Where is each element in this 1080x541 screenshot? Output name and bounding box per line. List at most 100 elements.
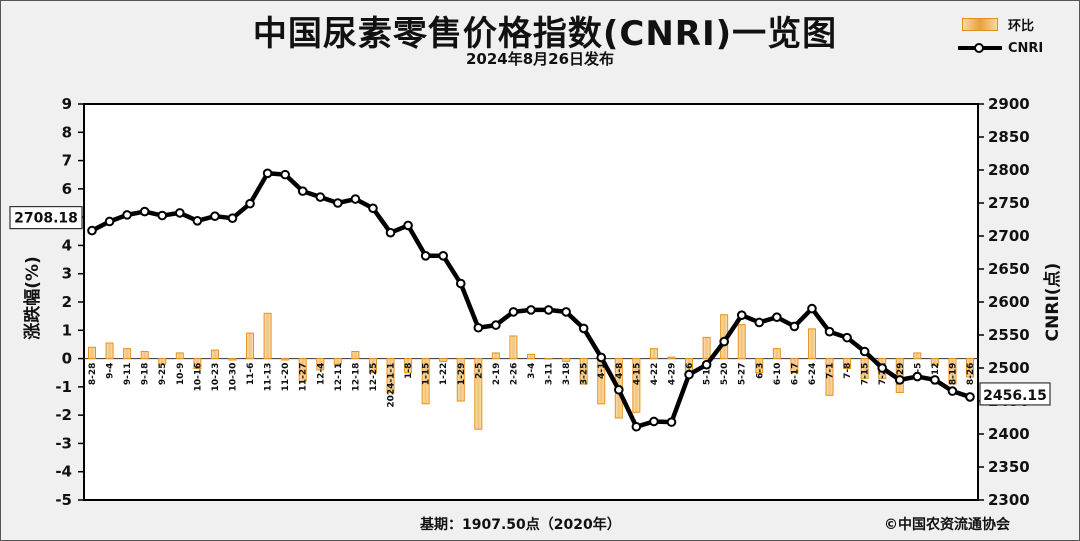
cnri-point (176, 209, 184, 217)
bar (528, 354, 535, 358)
x-tick-label: 3-18 (562, 363, 572, 386)
bar (563, 359, 570, 362)
x-tick-label: 5-20 (720, 363, 730, 386)
left-axis-title: 涨跌幅(%) (22, 256, 43, 340)
bar (141, 352, 148, 359)
cnri-point (492, 321, 500, 329)
left-tick-label: 3 (62, 265, 72, 283)
cnri-point (914, 373, 922, 381)
right-tick-label: 2900 (988, 95, 1030, 113)
bar (545, 359, 552, 360)
cnri-point (141, 208, 149, 216)
bar (247, 333, 254, 358)
x-tick-label: 3-11 (545, 363, 555, 386)
left-tick-label: -1 (55, 378, 72, 396)
legend-bar-label: 环比 (1008, 15, 1034, 34)
legend-line-swatch (958, 41, 1002, 55)
left-tick-label: 1 (62, 321, 72, 339)
x-tick-label: 7-15 (861, 363, 871, 386)
x-tick-label: 6-10 (773, 363, 783, 386)
cnri-point (562, 308, 570, 316)
cnri-point (246, 200, 254, 208)
x-tick-label: 9-11 (123, 363, 133, 386)
end-callout-label: 2456.15 (983, 388, 1047, 404)
right-tick-label: 2350 (988, 458, 1030, 476)
cnri-point (510, 308, 518, 316)
x-tick-label: 11-6 (246, 363, 256, 386)
cnri-point (422, 252, 430, 260)
x-tick-label: 2-19 (492, 363, 502, 386)
x-tick-label: 7-8 (843, 363, 853, 379)
start-callout-label: 2708.18 (14, 211, 78, 227)
cnri-point (299, 187, 307, 195)
x-tick-label: 12-4 (316, 363, 326, 386)
x-tick-label: 4-8 (615, 363, 625, 379)
cnri-point (369, 204, 377, 212)
cnri-point (633, 423, 641, 431)
cnri-point (387, 229, 395, 237)
chart-subtitle: 2024年8月26日发布 (0, 48, 1080, 69)
left-tick-label: 6 (62, 180, 72, 198)
left-tick-label: 9 (62, 95, 72, 113)
x-tick-label: 8-28 (88, 363, 98, 386)
x-tick-label: 7-1 (826, 363, 836, 379)
bar (124, 349, 131, 359)
cnri-point (439, 252, 447, 260)
bar (264, 313, 271, 358)
bar (650, 349, 657, 359)
cnri-point (791, 323, 799, 331)
legend-bar-swatch (962, 18, 998, 31)
x-tick-label: 4-15 (632, 363, 642, 386)
cnri-point (545, 306, 553, 314)
x-tick-label: 10-23 (211, 363, 221, 392)
x-tick-label: 8-26 (966, 363, 976, 386)
cnri-point (861, 348, 869, 356)
legend-item-line: CNRI (958, 38, 1043, 58)
cnri-point (650, 418, 658, 426)
cnri-point (527, 306, 535, 314)
cnri-point (475, 324, 483, 332)
left-tick-label: 8 (62, 123, 72, 141)
right-tick-label: 2600 (988, 293, 1030, 311)
cnri-point (755, 319, 763, 327)
x-tick-label: 10-16 (193, 363, 203, 392)
x-tick-label: 3-25 (580, 363, 590, 386)
right-axis-title: CNRI(点) (1042, 263, 1063, 342)
x-tick-label: 9-18 (141, 363, 151, 386)
right-tick-label: 2400 (988, 425, 1030, 443)
cnri-point (966, 393, 974, 401)
cnri-point (316, 193, 324, 201)
cnri-point (281, 171, 289, 179)
x-tick-label: 10-30 (228, 363, 238, 392)
base-note: 基期：1907.50点（2020年） (420, 514, 621, 534)
bar (211, 350, 218, 358)
cnri-point (123, 211, 131, 219)
x-tick-label: 1-22 (439, 363, 449, 386)
cnri-point (597, 354, 605, 362)
x-tick-label: 12-11 (334, 363, 344, 392)
x-tick-label: 1-29 (457, 363, 467, 386)
left-tick-label: 4 (62, 236, 72, 254)
left-tick-label: 7 (62, 152, 72, 170)
x-tick-label: 4-22 (650, 363, 660, 386)
x-tick-label: 12-25 (369, 363, 379, 392)
left-tick-label: -2 (55, 406, 72, 424)
x-tick-label: 10-9 (176, 363, 186, 386)
right-tick-label: 2650 (988, 260, 1030, 278)
cnri-point (211, 212, 219, 220)
bar (703, 337, 710, 358)
right-tick-label: 2550 (988, 326, 1030, 344)
cnri-point (949, 387, 957, 395)
legend: 环比 CNRI (958, 14, 1068, 64)
bar (914, 353, 921, 359)
cnri-point (738, 311, 746, 319)
bar (668, 357, 675, 358)
left-tick-label: 2 (62, 293, 72, 311)
cnri-point (229, 214, 237, 222)
bar (229, 359, 236, 360)
x-tick-label: 9-25 (158, 363, 168, 386)
x-tick-label: 11-20 (281, 363, 291, 392)
x-tick-label: 2024-1-1 (387, 363, 397, 408)
cnri-point (896, 376, 904, 384)
cnri-point (703, 361, 711, 369)
